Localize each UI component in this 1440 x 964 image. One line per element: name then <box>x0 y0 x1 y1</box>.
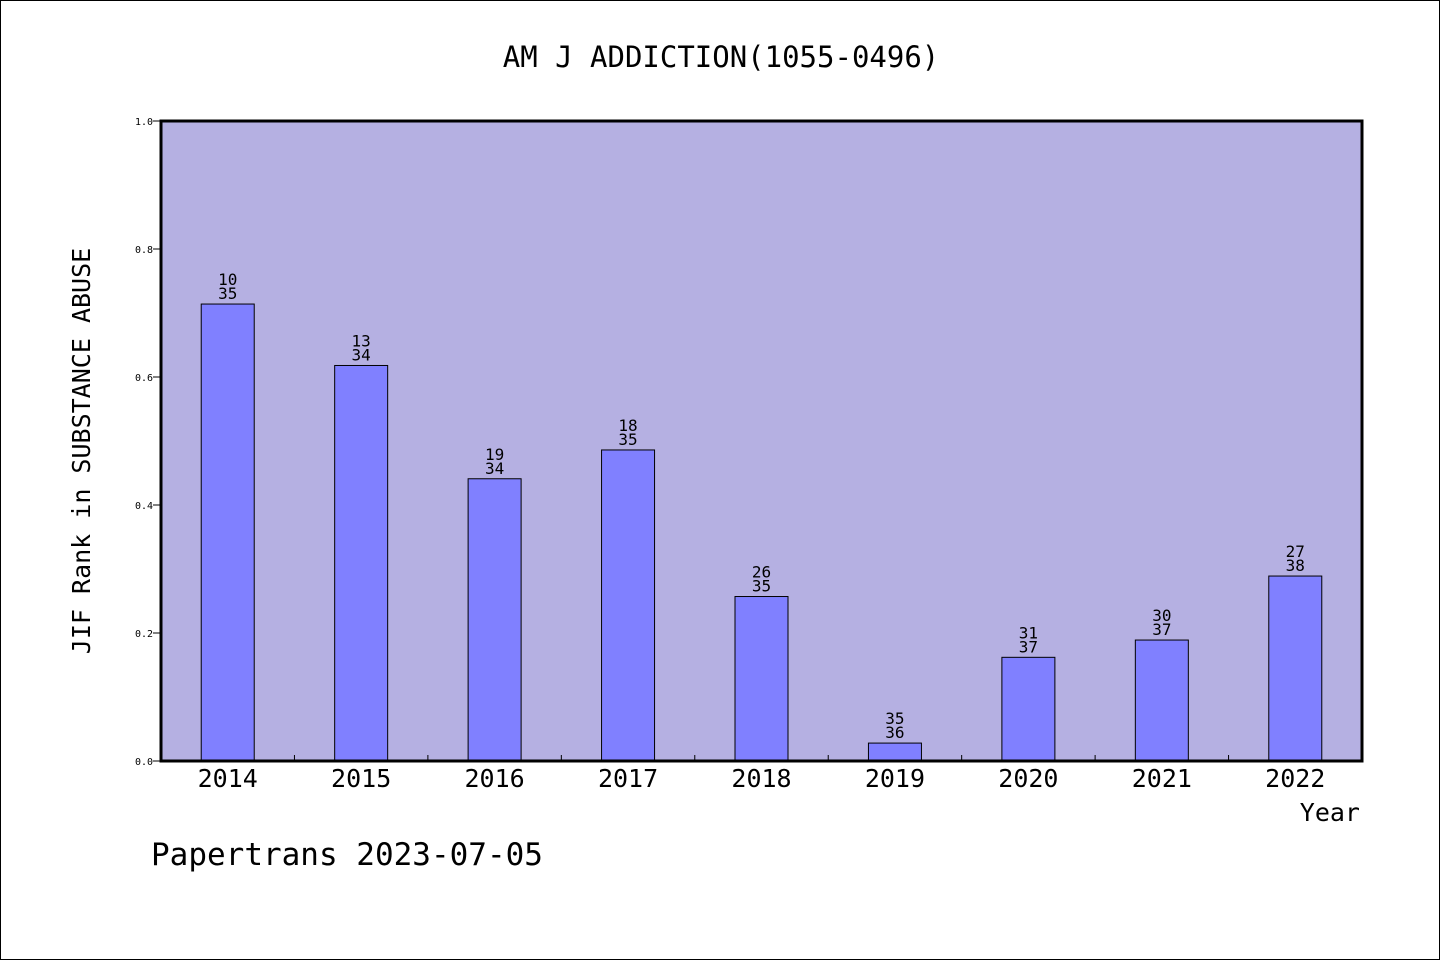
bar-total-label: 35 <box>618 430 637 449</box>
bar-rank-label: 26 <box>752 563 771 582</box>
bar-total-label: 37 <box>1019 637 1038 656</box>
bar-rank-label: 30 <box>1152 606 1171 625</box>
x-axis-label: Year <box>1300 798 1360 827</box>
bar-rank-label: 31 <box>1019 623 1038 642</box>
x-tick-label: 2016 <box>465 764 525 793</box>
bar-rank-label: 13 <box>352 331 371 350</box>
y-axis: 0.0 0.2 0.4 0.6 0.8 1.0 <box>135 117 161 768</box>
y-tick-label: 0.2 <box>135 629 153 640</box>
bar-total-label: 36 <box>885 723 904 742</box>
plot-frame <box>159 119 1364 763</box>
x-axis: 2014 2015 2016 2017 2018 2019 2020 2021 2022 <box>198 755 1325 793</box>
bar-2021 <box>1134 639 1189 762</box>
y-tick-label: 1.0 <box>135 117 153 128</box>
bar-2014 <box>200 303 255 762</box>
chart-title: AM J ADDICTION(1055-0496) <box>503 40 940 74</box>
bar-rank-label: 35 <box>885 709 904 728</box>
y-tick-label: 0.4 <box>135 501 153 512</box>
y-tick-label: 0.6 <box>135 373 153 384</box>
bar-total-label: 34 <box>352 345 371 364</box>
bar-total-label: 35 <box>752 577 771 596</box>
x-tick-label: 2017 <box>598 764 658 793</box>
x-tick-label: 2021 <box>1132 764 1192 793</box>
bar-2020 <box>1001 656 1056 762</box>
x-tick-label: 2015 <box>331 764 391 793</box>
bar-rank-label: 19 <box>485 445 504 464</box>
bar-2019 <box>867 742 922 762</box>
bar-2018 <box>734 596 789 762</box>
bar-2017 <box>601 449 656 762</box>
bars-layer <box>200 303 1323 762</box>
bar-total-label: 34 <box>485 459 504 478</box>
y-tick-label: 0.8 <box>135 245 153 256</box>
y-tick-label: 0.0 <box>135 757 153 768</box>
bar-total-label: 37 <box>1152 620 1171 639</box>
bar-rank-label: 10 <box>218 270 237 289</box>
x-tick-label: 2014 <box>198 764 258 793</box>
bar-2022 <box>1268 575 1323 762</box>
bar-2015 <box>334 364 389 762</box>
bar-rank-label: 27 <box>1286 542 1305 561</box>
x-tick-label: 2020 <box>998 764 1058 793</box>
bar-total-label: 35 <box>218 284 237 303</box>
bar-rank-label: 18 <box>618 416 637 435</box>
bar-2016 <box>467 478 522 762</box>
bar-total-label: 38 <box>1286 556 1305 575</box>
x-tick-label: 2018 <box>731 764 791 793</box>
x-tick-label: 2019 <box>865 764 925 793</box>
x-tick-label: 2022 <box>1265 764 1325 793</box>
y-axis-label: JIF Rank in SUBSTANCE ABUSE <box>67 248 96 654</box>
footer-watermark-text: Papertrans 2023-07-05 <box>151 837 543 873</box>
